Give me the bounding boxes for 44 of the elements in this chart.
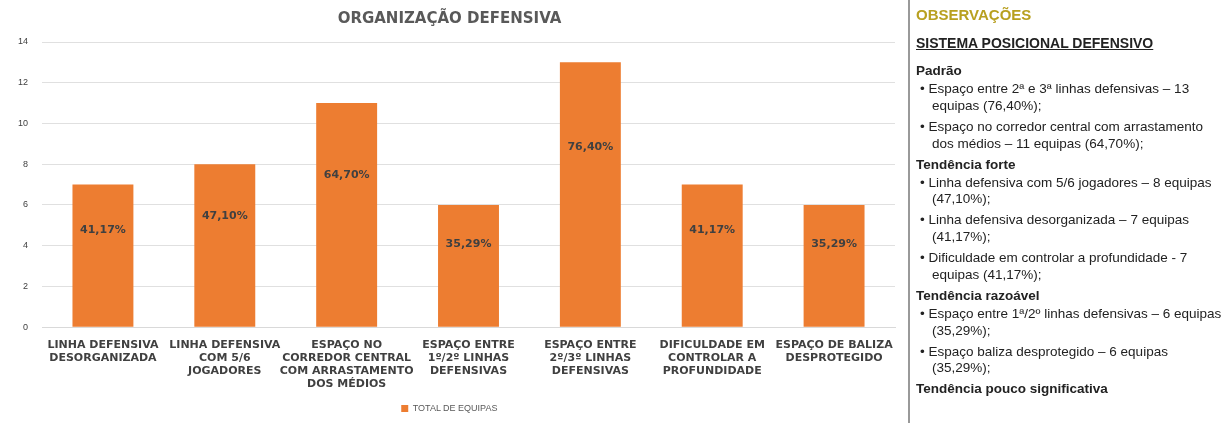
annotation: 35,29% xyxy=(811,236,857,250)
y-tick-label: 12 xyxy=(18,77,29,88)
text: • Dificuldade em controlar a profundidade - 7 equipas (41,17%); xyxy=(919,250,1189,284)
annotation: 41,17% xyxy=(689,222,736,236)
y-tick-label: 8 xyxy=(23,158,29,169)
text: Padrão xyxy=(916,63,963,78)
y-tick-label: 10 xyxy=(18,117,29,128)
text: • Espaço baliza desprotegido – 6 equipas (35,29%); xyxy=(919,343,1169,378)
text: SISTEMA POSICIONAL DEFENSIVO xyxy=(916,35,1155,51)
text: Tendência pouco significativa xyxy=(916,381,1109,397)
x-tick-label: LINHA DEFENSIVA DESORGANIZADA xyxy=(47,337,159,364)
bar xyxy=(559,62,621,327)
text: • Espaço entre 1ª/2º linhas defensivas – 6 equipas (35,29%); xyxy=(919,305,1223,340)
text: OBSERVAÇÕES xyxy=(916,6,1033,23)
bar xyxy=(316,103,378,327)
bar xyxy=(438,204,499,327)
y-tick-label: 4 xyxy=(23,240,29,251)
y-tick-label: 0 xyxy=(23,321,29,332)
text: Tendência razoável xyxy=(916,287,1041,303)
annotation: 47,10% xyxy=(201,209,248,223)
y-tick-label: 14 xyxy=(18,36,29,47)
y-tick-label: 6 xyxy=(23,199,29,210)
x-tick-label: ESPAÇO ENTRE 1º/2º LINHAS DEFENSIVAS xyxy=(422,337,515,378)
text: • Linha defensiva com 5/6 jogadores – 8 equipas (47,10%); xyxy=(919,174,1213,209)
x-tick-label: DIFICULDADE EM CONTROLAR A PROFUNDIDADE xyxy=(659,337,765,378)
x-tick-label: LINHA DEFENSIVA COM 5/6 JOGADORES xyxy=(169,337,281,378)
x-tick-label: ESPAÇO DE BALIZA DESPROTEGIDO xyxy=(775,337,894,364)
bar xyxy=(681,184,743,327)
bar xyxy=(803,204,865,327)
text: • Espaço entre 2ª e 3ª linhas defensivas – 13 equipas (76,40%); xyxy=(919,81,1191,115)
x-tick-label: ESPAÇO ENTRE 2º/3º LINHAS DEFENSIVAS xyxy=(544,337,637,378)
text: Tendência forte xyxy=(916,156,1017,172)
chart-title: ORGANIZAÇÃO DEFENSIVA xyxy=(337,7,562,27)
x-tick-label: ESPAÇO NO CORREDOR CENTRAL COM ARRASTAMENTO DOS MÉDIOS xyxy=(279,337,414,391)
annotation: 35,29% xyxy=(445,236,492,250)
bar xyxy=(194,164,256,327)
annotation: 76,40% xyxy=(567,139,614,153)
text: • Linha defensiva desorganizada – 7 equipas (41,17%); xyxy=(919,212,1190,246)
annotation: 41,17% xyxy=(80,222,126,236)
legend-label: TOTAL DE EQUIPAS xyxy=(412,402,498,413)
bar xyxy=(72,184,134,327)
annotation: 64,70% xyxy=(323,167,370,181)
y-tick-label: 2 xyxy=(23,280,29,291)
text: • Espaço no corredor central com arrastamento dos médios – 11 equipas (64,70%); xyxy=(919,118,1205,153)
